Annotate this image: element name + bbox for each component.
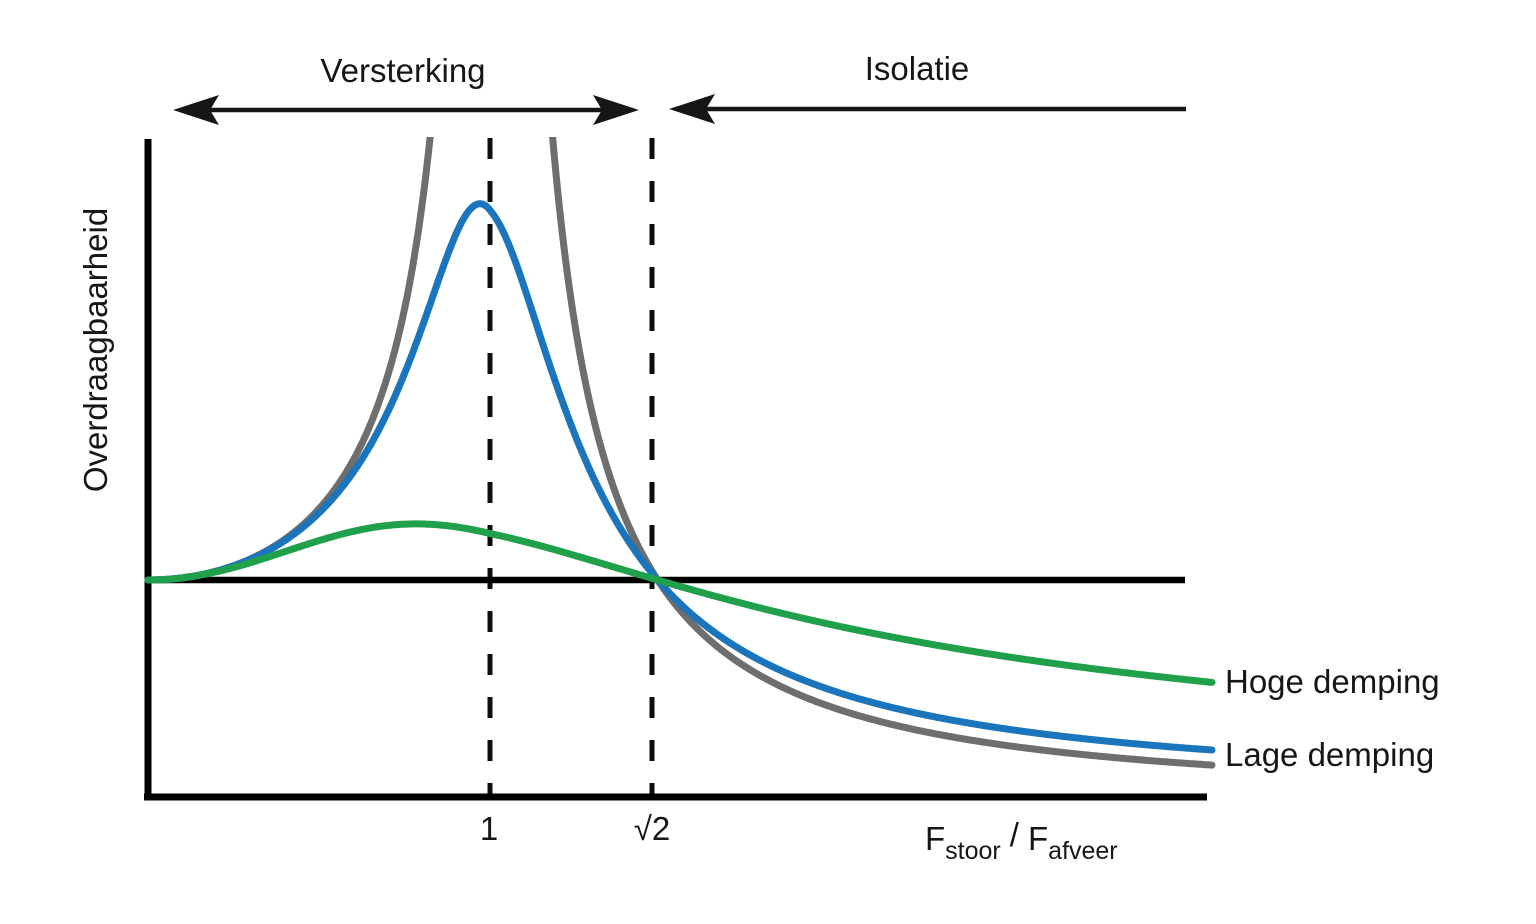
arrow-right-head-icon [593,95,639,125]
tick-label-sqrt2: √2 [633,810,671,847]
x-axis-label-sub2: afveer [1048,837,1118,865]
region-label-isolatie: Isolatie [864,50,970,87]
isolatie-range-arrow [669,94,1186,124]
curve-low-damping [144,200,1216,754]
tick-label-one: 1 [479,810,499,847]
legend-label-lage-demping: Lage demping [1225,736,1435,773]
x-axis-label-sub1: stoor [945,837,1001,865]
region-label-versterking: Versterking [320,52,486,89]
x-axis-label-f1: F [925,820,946,857]
x-axis-label-f2: F [1027,820,1049,857]
x-axis-label: Fstoor / Fafveer [925,816,1118,865]
versterking-range-arrow [173,95,639,125]
curve-high-damping [144,520,1216,686]
x-axis-label-separator: / [1009,816,1019,853]
curves-group [144,137,1216,769]
curve-no-damping [144,137,1216,769]
arrow-left-head-icon [173,95,219,125]
arrow-left-head-icon [669,94,715,124]
legend-label-hoge-demping: Hoge demping [1225,663,1440,700]
